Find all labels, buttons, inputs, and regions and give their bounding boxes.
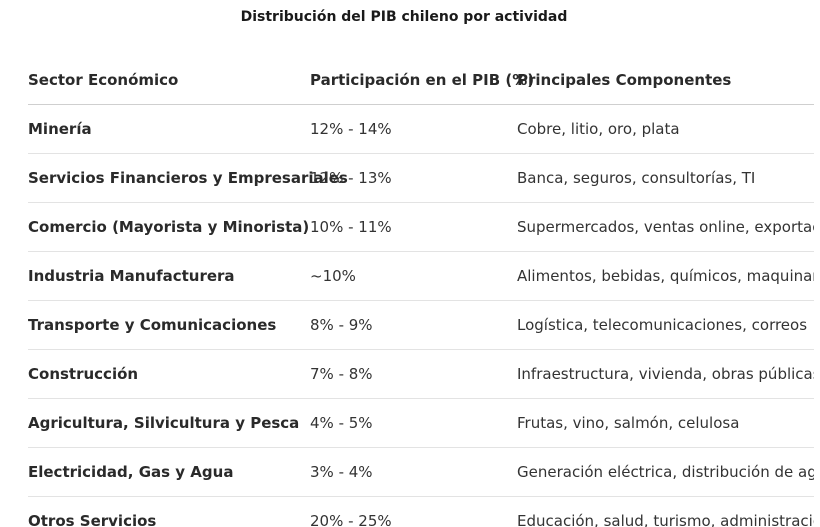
share-cell: 7% - 8%	[310, 365, 373, 383]
table-row: Agricultura, Silvicultura y Pesca 4% - 5…	[28, 399, 814, 448]
table-row: Industria Manufacturera ~10% Alimentos, …	[28, 252, 814, 301]
share-cell: 20% - 25%	[310, 512, 392, 527]
gdp-table: Sector Económico Participación en el PIB…	[28, 56, 814, 527]
table-row: Transporte y Comunicaciones 8% - 9% Logí…	[28, 301, 814, 350]
components-cell: Supermercados, ventas online, exportacio…	[517, 218, 814, 236]
document-title: Distribución del PIB chileno por activid…	[240, 9, 568, 25]
components-cell: Frutas, vino, salmón, celulosa	[517, 414, 740, 432]
sector-cell: Otros Servicios	[28, 512, 157, 527]
table-row: Construcción 7% - 8% Infraestructura, vi…	[28, 350, 814, 399]
table-row: Comercio (Mayorista y Minorista) 10% - 1…	[28, 203, 814, 252]
table-row: Servicios Financieros y Empresariales 12…	[28, 154, 814, 203]
components-cell: Infraestructura, vivienda, obras pública…	[517, 365, 814, 383]
share-cell: 12% - 14%	[310, 120, 392, 138]
sector-cell: Servicios Financieros y Empresariales	[28, 169, 348, 187]
components-cell: Educación, salud, turismo, administració…	[517, 512, 814, 527]
header-sector: Sector Económico	[28, 71, 179, 89]
components-cell: Alimentos, bebidas, químicos, maquinaria	[517, 267, 814, 285]
table-row: Electricidad, Gas y Agua 3% - 4% Generac…	[28, 448, 814, 497]
header-share: Participación en el PIB (%)	[310, 71, 535, 89]
share-cell: 3% - 4%	[310, 463, 373, 481]
sector-cell: Electricidad, Gas y Agua	[28, 463, 234, 481]
sector-cell: Minería	[28, 120, 92, 138]
share-cell: 8% - 9%	[310, 316, 373, 334]
table-header-row: Sector Económico Participación en el PIB…	[28, 56, 814, 105]
share-cell: 10% - 11%	[310, 218, 392, 236]
sector-cell: Construcción	[28, 365, 139, 383]
sector-cell: Industria Manufacturera	[28, 267, 235, 285]
share-cell: 12% - 13%	[310, 169, 392, 187]
components-cell: Banca, seguros, consultorías, TI	[517, 169, 756, 187]
header-components: Principales Componentes	[517, 71, 732, 89]
table-row: Otros Servicios 20% - 25% Educación, sal…	[28, 497, 814, 527]
table-row: Minería 12% - 14% Cobre, litio, oro, pla…	[28, 105, 814, 154]
sector-cell: Transporte y Comunicaciones	[28, 316, 277, 334]
components-cell: Logística, telecomunicaciones, correos	[517, 316, 808, 334]
share-cell: ~10%	[310, 267, 356, 285]
sector-cell: Comercio (Mayorista y Minorista)	[28, 218, 310, 236]
sector-cell: Agricultura, Silvicultura y Pesca	[28, 414, 300, 432]
components-cell: Cobre, litio, oro, plata	[517, 120, 680, 138]
components-cell: Generación eléctrica, distribución de ag…	[517, 463, 814, 481]
share-cell: 4% - 5%	[310, 414, 373, 432]
